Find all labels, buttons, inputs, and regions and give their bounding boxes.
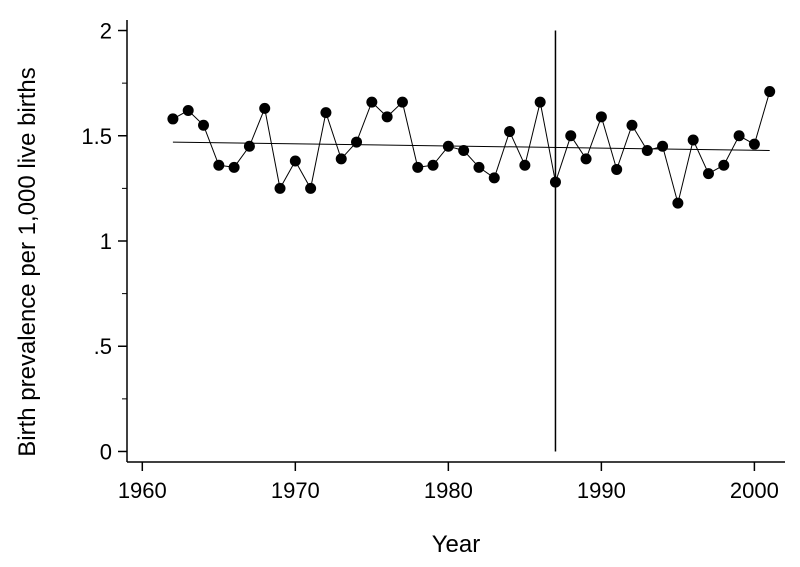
data-point [519, 159, 531, 171]
data-point [442, 140, 454, 152]
x-tick-label: 1970 [271, 478, 320, 503]
data-point [259, 102, 271, 114]
data-point [626, 119, 638, 131]
y-tick-label: 1 [100, 229, 112, 254]
x-tick-label: 1980 [424, 478, 473, 503]
data-point [458, 144, 470, 156]
y-tick-label: .5 [94, 334, 112, 359]
data-point [565, 130, 577, 142]
data-point [488, 172, 500, 184]
data-point [718, 159, 730, 171]
data-point [687, 134, 699, 146]
data-point [611, 163, 623, 175]
data-point [748, 138, 760, 150]
data-point [289, 155, 301, 167]
x-tick-label: 2000 [730, 478, 779, 503]
data-point [549, 176, 561, 188]
y-axis-title: Birth prevalence per 1,000 live births [14, 67, 41, 457]
data-point [351, 136, 363, 148]
data-point [182, 105, 194, 117]
data-point [320, 107, 332, 119]
data-point [167, 113, 179, 125]
data-point [733, 130, 745, 142]
data-point [473, 161, 485, 173]
data-point [305, 182, 317, 194]
data-point [672, 197, 684, 209]
y-tick-label: 2 [100, 19, 112, 44]
data-point [657, 140, 669, 152]
data-point [427, 159, 439, 171]
data-point [381, 111, 393, 123]
data-point [702, 168, 714, 180]
axes: 0 .5 1 1.5 2 1960 1970 1980 1990 2000 [81, 19, 785, 503]
y-tick-label: 0 [100, 439, 112, 464]
x-axis-title: Year [432, 531, 481, 558]
data-point [198, 119, 210, 131]
y-tick-label: 1.5 [81, 124, 112, 149]
series-line [172, 91, 771, 204]
data-point [595, 111, 607, 123]
data-point [243, 140, 255, 152]
data-point [412, 161, 424, 173]
data-point [228, 161, 240, 173]
plot-area [167, 30, 776, 452]
data-point [641, 144, 653, 156]
data-point [366, 96, 378, 108]
trend-line [172, 141, 770, 151]
data-point [764, 86, 776, 98]
data-point [504, 126, 516, 138]
data-point [534, 96, 546, 108]
data-point [274, 182, 286, 194]
data-point [580, 153, 592, 165]
x-tick-label: 1960 [118, 478, 167, 503]
data-point [396, 96, 408, 108]
data-point [335, 153, 347, 165]
x-tick-label: 1990 [577, 478, 626, 503]
data-point [213, 159, 225, 171]
